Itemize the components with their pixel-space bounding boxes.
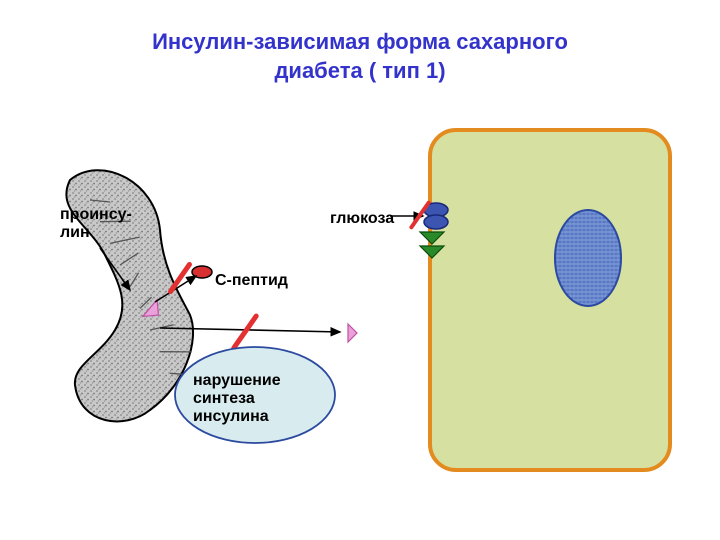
bubble-text: нарушение синтеза инсулина (193, 372, 281, 426)
cpeptide-label: С-пептид (215, 272, 288, 290)
cell-nucleus (555, 210, 621, 306)
insulin-triangle-icon (348, 324, 357, 342)
block-bar-icon (230, 313, 259, 352)
proinsulin-label: проинсу- лин (60, 206, 132, 242)
glucose-label: глюкоза (330, 210, 394, 228)
diagram-svg (0, 0, 720, 540)
diagram-canvas: Инсулин-зависимая форма сахарного диабет… (0, 0, 720, 540)
cell-membrane (430, 130, 670, 470)
receptor-ellipse-icon (424, 215, 448, 229)
